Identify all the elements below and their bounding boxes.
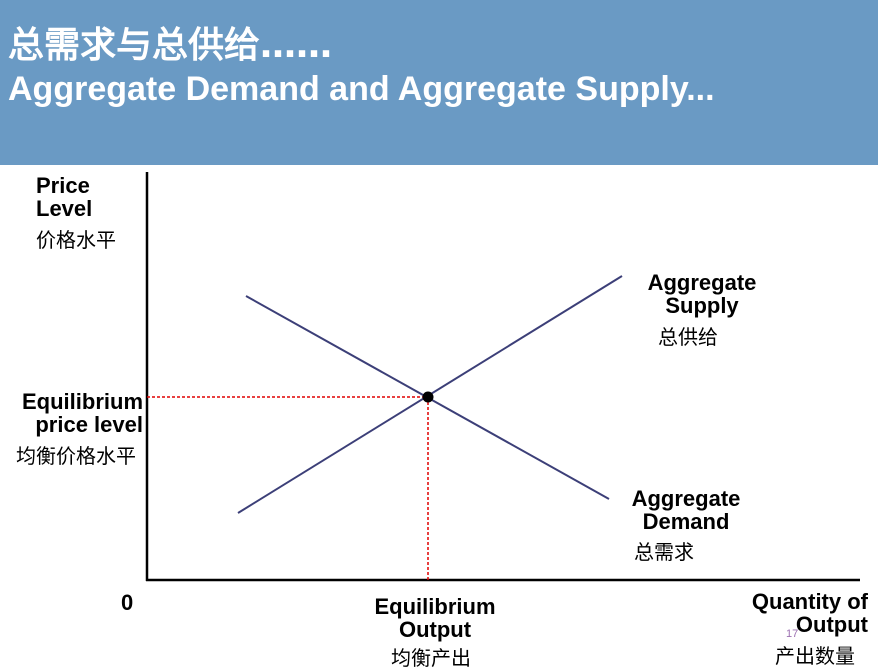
equilibrium-output-label: Equilibrium Output — [360, 595, 510, 641]
aggregate-supply-label: Aggregate Supply — [632, 271, 772, 317]
aggregate-demand-label-line2: Demand — [642, 509, 730, 534]
equilibrium-point — [422, 391, 434, 403]
x-axis-label-zh: 产出数量 — [775, 644, 855, 668]
page-number: 17 — [786, 628, 799, 640]
aggregate-demand-label-zh: 总需求 — [634, 540, 694, 564]
x-axis-label: Quantity of Output — [700, 590, 868, 636]
x-axis-label-line2: Output — [795, 612, 868, 637]
equilibrium-output-label-zh: 均衡产出 — [391, 646, 471, 670]
equilibrium-output-label-line1: Equilibrium — [374, 594, 496, 619]
title-banner: 总需求与总供给…… Aggregate Demand and Aggregate… — [0, 0, 878, 165]
x-axis-label-line1: Quantity of — [751, 589, 868, 614]
aggregate-demand-label-line1: Aggregate — [631, 486, 741, 511]
y-axis-label-line2: Level — [36, 196, 93, 221]
origin-label: 0 — [121, 590, 134, 615]
y-axis-label: Price Level — [36, 174, 92, 220]
equilibrium-output-label-line2: Output — [398, 617, 472, 642]
equilibrium-price-label-line2: price level — [35, 412, 143, 437]
aggregate-supply-label-line1: Aggregate — [647, 270, 757, 295]
equilibrium-price-label-zh: 均衡价格水平 — [16, 444, 136, 468]
equilibrium-price-label-line1: Equilibrium — [22, 389, 143, 414]
title-english: Aggregate Demand and Aggregate Supply... — [8, 70, 715, 108]
y-axis-label-zh: 价格水平 — [36, 228, 116, 252]
aggregate-demand-label: Aggregate Demand — [616, 487, 756, 533]
title-chinese: 总需求与总供给…… — [8, 25, 333, 66]
equilibrium-price-label: Equilibrium price level — [0, 390, 143, 436]
aggregate-supply-label-zh: 总供给 — [658, 325, 718, 349]
aggregate-supply-label-line2: Supply — [665, 293, 739, 318]
y-axis-label-line1: Price — [36, 173, 90, 198]
